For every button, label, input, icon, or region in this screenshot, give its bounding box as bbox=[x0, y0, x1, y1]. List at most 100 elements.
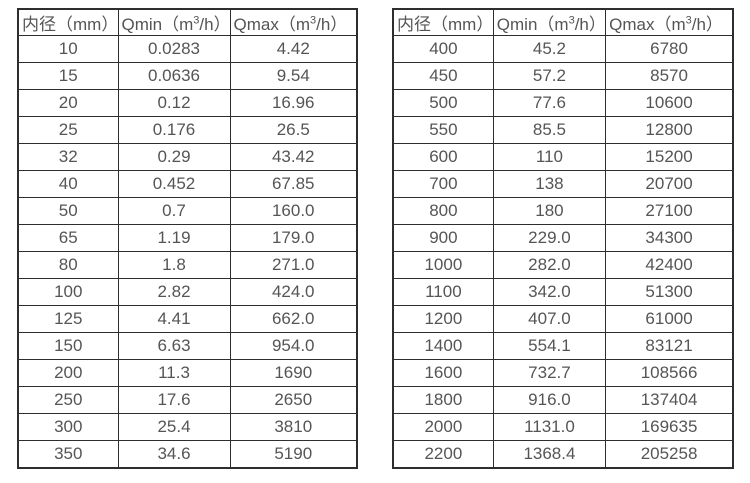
qmin-cell: 0.0636 bbox=[117, 62, 231, 90]
diameter-cell: 350 bbox=[17, 440, 119, 469]
qmin-cell: 282.0 bbox=[492, 251, 607, 279]
qmin-cell: 342.0 bbox=[492, 278, 607, 306]
qmax-cell: 27100 bbox=[605, 197, 734, 225]
qmin-cell: 2.82 bbox=[117, 278, 231, 306]
qmax-cell: 6780 bbox=[605, 35, 734, 63]
qmin-cell: 554.1 bbox=[492, 332, 607, 360]
table-row: 100 2.82 424.0 bbox=[17, 278, 358, 306]
qmin-cell: 1131.0 bbox=[492, 413, 607, 441]
qmax-cell: 137404 bbox=[605, 386, 734, 414]
qmin-cell: 57.2 bbox=[492, 62, 607, 90]
diameter-cell: 550 bbox=[392, 116, 494, 144]
diameter-cell: 150 bbox=[17, 332, 119, 360]
table-row: 1800 916.0 137404 bbox=[392, 386, 734, 414]
diameter-cell: 450 bbox=[392, 62, 494, 90]
qmax-cell: 662.0 bbox=[229, 305, 358, 333]
qmax-cell: 169635 bbox=[605, 413, 734, 441]
table-row: 300 25.4 3810 bbox=[17, 413, 358, 441]
qmin-cell: 1.8 bbox=[117, 251, 231, 279]
table-row: 20 0.12 16.96 bbox=[17, 89, 358, 117]
qmax-cell: 954.0 bbox=[229, 332, 358, 360]
qmax-cell: 61000 bbox=[605, 305, 734, 333]
qmax-cell: 205258 bbox=[605, 440, 734, 469]
diameter-cell: 900 bbox=[392, 224, 494, 252]
table-row: 1600 732.7 108566 bbox=[392, 359, 734, 387]
diameter-cell: 2000 bbox=[392, 413, 494, 441]
diameter-cell: 250 bbox=[17, 386, 119, 414]
qmax-cell: 9.54 bbox=[229, 62, 358, 90]
table-header-row: 内径（mm） Qmin（m3/h） Qmax（m3/h） bbox=[17, 8, 358, 36]
qmin-cell: 45.2 bbox=[492, 35, 607, 63]
qmax-cell: 160.0 bbox=[229, 197, 358, 225]
table-row: 150 6.63 954.0 bbox=[17, 332, 358, 360]
table-row: 32 0.29 43.42 bbox=[17, 143, 358, 171]
superscript-3: 3 bbox=[685, 14, 692, 27]
qmin-cell: 1.19 bbox=[117, 224, 231, 252]
qmax-header: Qmax（m3/h） bbox=[605, 8, 734, 36]
qmin-cell: 4.41 bbox=[117, 305, 231, 333]
qmin-cell: 0.176 bbox=[117, 116, 231, 144]
qmax-cell: 20700 bbox=[605, 170, 734, 198]
table-row: 900 229.0 34300 bbox=[392, 224, 734, 252]
qmax-cell: 15200 bbox=[605, 143, 734, 171]
qmin-cell: 180 bbox=[492, 197, 607, 225]
table-row: 400 45.2 6780 bbox=[392, 35, 734, 63]
table-row: 2200 1368.4 205258 bbox=[392, 440, 734, 469]
table-row: 1000 282.0 42400 bbox=[392, 251, 734, 279]
superscript-3: 3 bbox=[568, 14, 575, 27]
diameter-cell: 600 bbox=[392, 143, 494, 171]
qmin-cell: 0.452 bbox=[117, 170, 231, 198]
qmax-cell: 8570 bbox=[605, 62, 734, 90]
table-row: 600 110 15200 bbox=[392, 143, 734, 171]
qmin-cell: 138 bbox=[492, 170, 607, 198]
diameter-cell: 100 bbox=[17, 278, 119, 306]
qmin-cell: 17.6 bbox=[117, 386, 231, 414]
qmax-cell: 16.96 bbox=[229, 89, 358, 117]
qmax-cell: 2650 bbox=[229, 386, 358, 414]
qmax-header: Qmax（m3/h） bbox=[229, 8, 358, 36]
superscript-3: 3 bbox=[193, 14, 200, 27]
table-row: 15 0.0636 9.54 bbox=[17, 62, 358, 90]
table-row: 125 4.41 662.0 bbox=[17, 305, 358, 333]
qmax-cell: 12800 bbox=[605, 116, 734, 144]
qmin-cell: 6.63 bbox=[117, 332, 231, 360]
qmin-cell: 25.4 bbox=[117, 413, 231, 441]
qmin-cell: 34.6 bbox=[117, 440, 231, 469]
diameter-cell: 1200 bbox=[392, 305, 494, 333]
qmin-cell: 110 bbox=[492, 143, 607, 171]
qmax-cell: 42400 bbox=[605, 251, 734, 279]
diameter-cell: 2200 bbox=[392, 440, 494, 469]
qmax-cell: 3810 bbox=[229, 413, 358, 441]
table-row: 250 17.6 2650 bbox=[17, 386, 358, 414]
diameter-cell: 300 bbox=[17, 413, 119, 441]
diameter-cell: 50 bbox=[17, 197, 119, 225]
table-row: 80 1.8 271.0 bbox=[17, 251, 358, 279]
header-row: 内径（mm） Qmin（m3/h） Qmax（m3/h） bbox=[392, 8, 734, 36]
qmax-cell: 51300 bbox=[605, 278, 734, 306]
table-row: 550 85.5 12800 bbox=[392, 116, 734, 144]
qmax-cell: 179.0 bbox=[229, 224, 358, 252]
diameter-cell: 700 bbox=[392, 170, 494, 198]
diameter-header: 内径（mm） bbox=[392, 8, 494, 36]
diameter-cell: 1600 bbox=[392, 359, 494, 387]
table-row: 800 180 27100 bbox=[392, 197, 734, 225]
qmin-cell: 85.5 bbox=[492, 116, 607, 144]
table-row: 2000 1131.0 169635 bbox=[392, 413, 734, 441]
qmax-cell: 4.42 bbox=[229, 35, 358, 63]
qmax-cell: 83121 bbox=[605, 332, 734, 360]
diameter-cell: 1000 bbox=[392, 251, 494, 279]
header-row: 内径（mm） Qmin（m3/h） Qmax（m3/h） bbox=[17, 8, 358, 36]
qmin-cell: 229.0 bbox=[492, 224, 607, 252]
qmax-cell: 5190 bbox=[229, 440, 358, 469]
table-row: 50 0.7 160.0 bbox=[17, 197, 358, 225]
table-body: 10 0.0283 4.42 15 0.0636 9.54 20 0.12 16.96 25 0.1… bbox=[17, 35, 358, 469]
qmax-cell: 271.0 bbox=[229, 251, 358, 279]
qmin-header: Qmin（m3/h） bbox=[492, 8, 607, 36]
table-row: 10 0.0283 4.42 bbox=[17, 35, 358, 63]
diameter-cell: 10 bbox=[17, 35, 119, 63]
qmin-cell: 11.3 bbox=[117, 359, 231, 387]
qmin-cell: 0.0283 bbox=[117, 35, 231, 63]
qmax-cell: 10600 bbox=[605, 89, 734, 117]
diameter-cell: 800 bbox=[392, 197, 494, 225]
diameter-cell: 65 bbox=[17, 224, 119, 252]
